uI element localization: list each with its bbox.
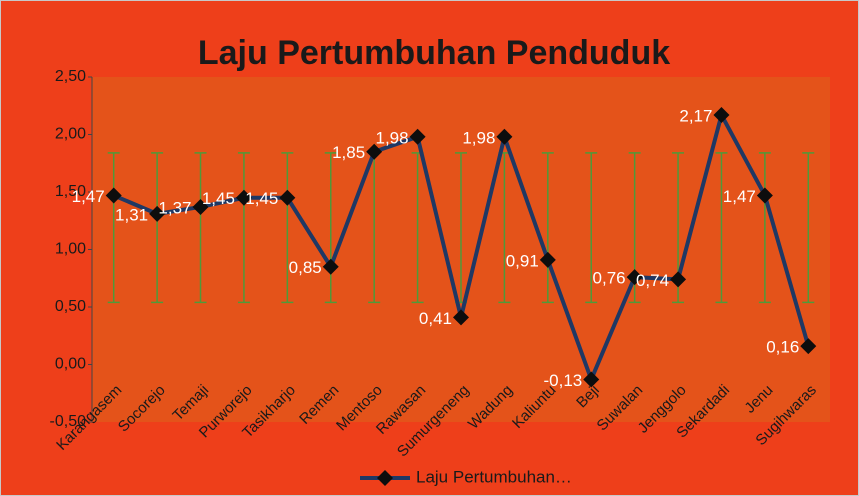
data-point (149, 205, 166, 222)
data-label: 1,37 (158, 198, 191, 217)
data-point (279, 189, 296, 206)
data-label: 0,85 (289, 258, 322, 277)
data-label: -0,13 (543, 371, 582, 390)
data-label: 1,47 (723, 187, 756, 206)
chart-title: Laju Pertumbuhan Penduduk (198, 34, 670, 72)
error-bar (324, 152, 337, 304)
y-tick-label: 1,50 (55, 183, 86, 200)
data-label: 0,91 (506, 251, 539, 270)
error-bar (541, 152, 554, 304)
error-bar (715, 152, 728, 304)
data-label: 0,16 (766, 338, 799, 357)
data-label: 1,85 (332, 143, 365, 162)
data-point (800, 338, 817, 355)
data-label: 0,74 (636, 271, 669, 290)
data-point (756, 187, 773, 204)
error-bar (758, 152, 771, 304)
data-point (496, 128, 513, 145)
data-label: 2,17 (679, 106, 712, 125)
error-bar (585, 152, 598, 304)
data-point (192, 198, 209, 215)
data-label: 1,98 (375, 128, 408, 147)
y-tick-label: -0,50 (50, 413, 87, 430)
data-label: 1,45 (202, 189, 235, 208)
data-label: 0,76 (593, 269, 626, 288)
y-tick-label: 0,50 (55, 298, 86, 315)
data-point (713, 106, 730, 123)
data-label: 1,45 (245, 189, 278, 208)
error-bar (107, 152, 120, 304)
data-label: 1,47 (72, 187, 105, 206)
error-bar (281, 152, 294, 304)
data-point (105, 187, 122, 204)
data-label: 0,41 (419, 309, 452, 328)
data-point (453, 309, 469, 326)
error-bar (194, 152, 207, 304)
data-point (322, 258, 339, 275)
data-label: 1,31 (115, 205, 148, 224)
data-label: 1,98 (462, 128, 495, 147)
data-point (235, 189, 252, 206)
data-point (409, 128, 426, 145)
data-point (670, 271, 687, 288)
error-bar (151, 152, 164, 304)
y-tick-label: 1,00 (55, 241, 86, 258)
error-bar (237, 152, 250, 304)
y-tick-label: 0,00 (55, 356, 86, 373)
error-bar (802, 152, 815, 304)
data-point (626, 269, 643, 286)
data-point (539, 251, 556, 268)
legend-label: Laju Pertumbuhan… (416, 467, 572, 486)
data-point (583, 371, 600, 388)
data-point (366, 143, 383, 160)
y-tick-label: 2,00 (55, 126, 86, 143)
y-tick-label: 2,50 (55, 68, 86, 85)
legend-marker (377, 470, 393, 486)
